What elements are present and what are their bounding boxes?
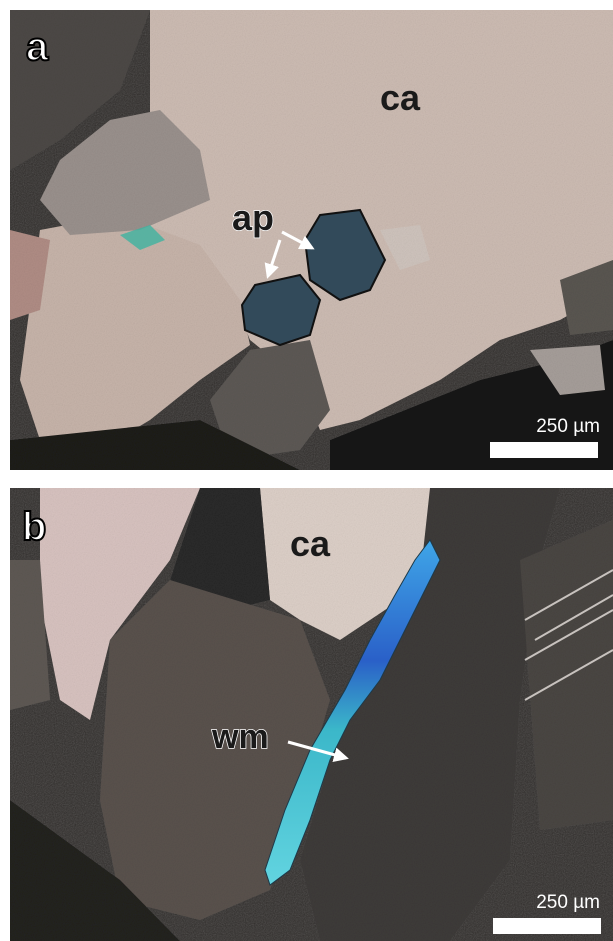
panel-label: b bbox=[22, 505, 46, 549]
annotation-label: ca bbox=[290, 523, 331, 564]
scale-bar bbox=[490, 442, 598, 458]
panel-a: a ca ap 250 µm bbox=[10, 10, 613, 470]
scale-bar bbox=[493, 918, 601, 934]
panel-label: a bbox=[26, 25, 49, 69]
annotation-label: ap bbox=[232, 197, 274, 238]
figure: a ca ap 250 µm b ca wm 250 µm bbox=[0, 0, 613, 941]
scale-bar-label: 250 µm bbox=[536, 416, 600, 437]
panel-b: b ca wm 250 µm bbox=[10, 488, 613, 941]
scale-bar-label: 250 µm bbox=[536, 892, 600, 913]
annotation-label: wm bbox=[211, 718, 269, 756]
annotation-label: ca bbox=[380, 77, 421, 118]
